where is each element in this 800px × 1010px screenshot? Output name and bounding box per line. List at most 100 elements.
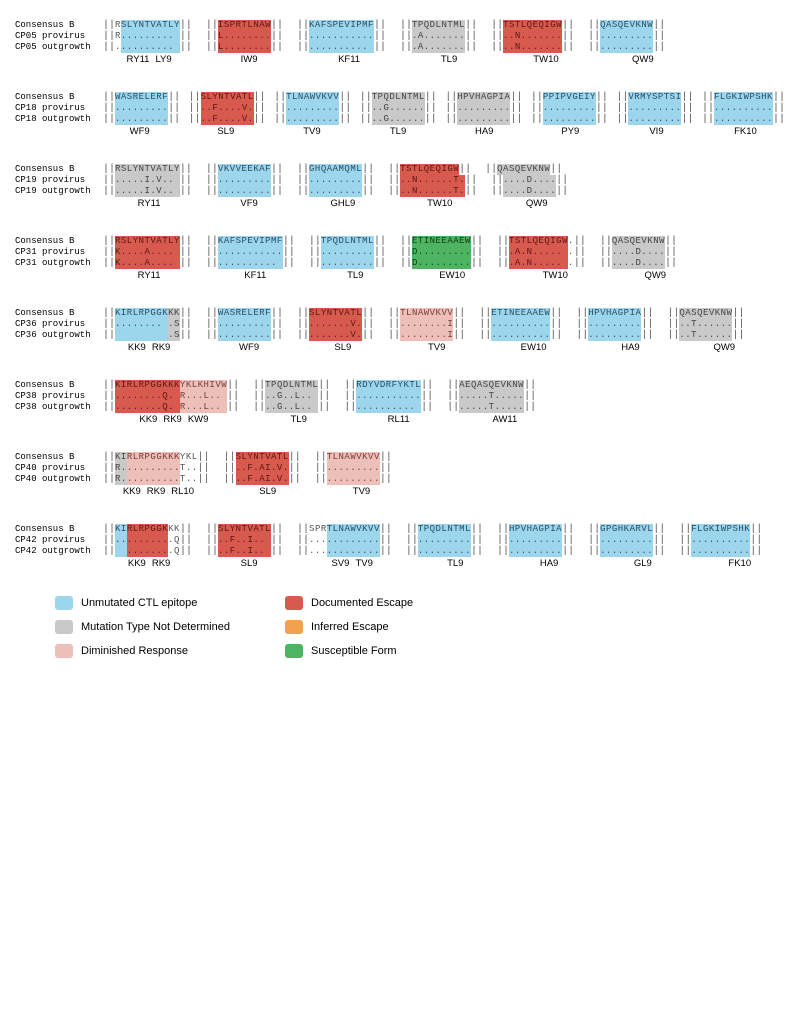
seq-segment: WASRELERF	[218, 308, 271, 319]
alignment-bar: |	[568, 20, 574, 31]
seq-segment: .A.N.....	[509, 258, 568, 269]
row-label: CP36 outgrowth	[15, 330, 103, 341]
seq-segment: ....D....	[612, 247, 665, 258]
epitope-name: TL9	[427, 558, 483, 569]
alignment-bar: |	[556, 330, 562, 341]
epitope-name: HA9	[603, 342, 659, 353]
names-row: RY11KF11TL9EW10TW10QW9	[15, 269, 785, 280]
seq-segment: PPIPVGEIY	[543, 92, 596, 103]
alignment-bar: |	[277, 175, 283, 186]
epitope-name: TL9	[421, 54, 477, 65]
alignment-bar: |	[233, 402, 239, 413]
panel-CP05: Consensus B||RSLYNTVATLY||||ISPRTLNAW|||…	[15, 20, 785, 64]
seq-row: Consensus B||RSLYNTVATLY||||ISPRTLNAW|||…	[15, 20, 785, 31]
alignment-bar: |	[647, 319, 653, 330]
legend-swatch	[55, 620, 73, 634]
epitope-name-label: TV9	[428, 342, 445, 353]
alignment-bar: |	[738, 319, 744, 330]
alignment-bar: |	[756, 546, 762, 557]
seq-segment: ..F..I..	[218, 535, 271, 546]
alignment-bar: |	[277, 524, 283, 535]
seq-segment: .....I.V..	[115, 186, 180, 197]
epitope-name: VF9	[221, 198, 277, 209]
seq-segment: .........	[628, 103, 681, 114]
alignment-bar: |	[530, 402, 536, 413]
seq-segment: RLRPGGKKK	[127, 452, 180, 463]
seq-segment: ..N.......	[503, 42, 562, 53]
seq-row: Consensus B||KIRLRPGGKKK||||WASRELERF|||…	[15, 308, 785, 319]
row-label: Consensus B	[15, 308, 103, 319]
epitope-name-label: LY9	[155, 54, 171, 65]
row-label: CP36 provirus	[15, 319, 103, 330]
alignment-bar: |	[568, 546, 574, 557]
seq-segment: .........	[457, 114, 510, 125]
alignment-bar: |	[556, 319, 562, 330]
seq-segment: ..F..I..	[218, 546, 271, 557]
epitope-name: RY11	[115, 198, 183, 209]
alignment-bar: |	[380, 42, 386, 53]
seq-segment: .........	[543, 103, 596, 114]
alignment-bar: |	[471, 175, 477, 186]
alignment-bar: |	[671, 236, 677, 247]
legend-label: Diminished Response	[81, 645, 188, 657]
row-label: Consensus B	[15, 452, 103, 463]
seq-row: CP42 provirus||..........Q||||..F..I.. |…	[15, 535, 785, 546]
alignment-bar: |	[687, 114, 693, 125]
seq-segment: GHQAAMQML	[309, 164, 362, 175]
alignment-bar: |	[186, 164, 192, 175]
epitope-name: PY9	[545, 126, 596, 137]
epitope-name: EW10	[421, 270, 483, 281]
seq-segment: .........	[121, 42, 180, 53]
seq-segment: KAFSPEVIPMF	[218, 236, 283, 247]
alignment-bar: |	[459, 330, 465, 341]
epitope-name: FK10	[717, 126, 774, 137]
alignment-bar: |	[471, 186, 477, 197]
seq-segment: .........	[115, 114, 168, 125]
epitope-name-label: HA9	[540, 558, 558, 569]
alignment-bar: |	[186, 546, 192, 557]
alignment-bar: |	[659, 31, 665, 42]
seq-segment: .........	[600, 546, 653, 557]
seq-segment: ..G..L..	[265, 402, 318, 413]
epitope-name: TW10	[409, 198, 471, 209]
alignment-bar: |	[295, 463, 301, 474]
alignment-bar: |	[204, 463, 210, 474]
row-label: CP19 provirus	[15, 175, 103, 186]
row-label: CP40 provirus	[15, 463, 103, 474]
seq-segment: ...........	[309, 31, 374, 42]
seq-segment: .........	[309, 175, 362, 186]
alignment-bar: |	[671, 247, 677, 258]
alignment-bar: |	[186, 236, 192, 247]
seq-segment: .......V.	[309, 319, 362, 330]
epitope-name: KK9RK9KW9	[115, 414, 233, 425]
alignment-bar: |	[233, 391, 239, 402]
seq-segment: QASQEVKNW	[679, 308, 732, 319]
seq-segment: ..F.AI.V.	[236, 474, 289, 485]
seq-segment: QASQEVKNW	[497, 164, 550, 175]
legend-label: Unmutated CTL epitope	[81, 597, 197, 609]
alignment-bar: |	[530, 380, 536, 391]
seq-segment: TPQDLNTML	[372, 92, 425, 103]
seq-segment: .Q	[168, 535, 180, 546]
seq-row: CP38 outgrowth||........Q. R...L.. ||||.…	[15, 402, 785, 413]
epitope-name: RY11LY9	[115, 54, 183, 65]
epitope-name-label: SL9	[259, 486, 276, 497]
alignment-bar: |	[386, 535, 392, 546]
epitope-name-label: KK9	[139, 414, 157, 425]
alignment-bar: |	[289, 247, 295, 258]
seq-row: CP31 provirus||K....A.... ||||..........…	[15, 247, 785, 258]
alignment-bar: |	[568, 535, 574, 546]
alignment-bar: |	[459, 319, 465, 330]
epitope-name: FK10	[709, 558, 771, 569]
alignment-bar: |	[380, 258, 386, 269]
epitope-name-label: VI9	[649, 126, 663, 137]
seq-segment: .Q	[168, 546, 180, 557]
epitope-name: KF11	[315, 54, 383, 65]
alignment-bar: |	[186, 20, 192, 31]
epitope-name-label: HA9	[621, 342, 639, 353]
seq-segment: ...	[309, 535, 327, 546]
seq-segment	[115, 546, 127, 557]
alignment-bar: |	[277, 535, 283, 546]
seq-row: CP42 outgrowth|| ........Q||||..F..I.. |…	[15, 546, 785, 557]
alignment-bar: |	[568, 31, 574, 42]
